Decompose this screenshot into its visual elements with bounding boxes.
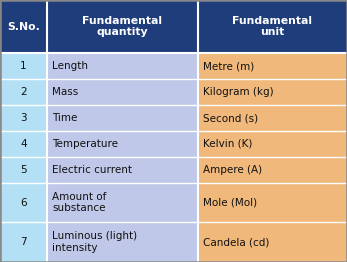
Bar: [47, 222, 198, 262]
Text: 1: 1: [20, 61, 27, 71]
Text: Time: Time: [52, 113, 77, 123]
Bar: [47, 53, 198, 79]
Bar: [0, 183, 47, 222]
Bar: [47, 183, 198, 222]
Bar: [47, 105, 198, 131]
Text: Kelvin (K): Kelvin (K): [203, 139, 252, 149]
Bar: [47, 131, 198, 157]
Bar: [0, 157, 47, 183]
Bar: [47, 0, 198, 53]
Text: 7: 7: [20, 237, 27, 247]
Bar: [198, 105, 347, 131]
Text: 2: 2: [20, 87, 27, 97]
Bar: [198, 222, 347, 262]
Text: 3: 3: [20, 113, 27, 123]
Text: Fundamental
unit: Fundamental unit: [232, 16, 312, 37]
Text: Mole (Mol): Mole (Mol): [203, 198, 257, 208]
Text: S.No.: S.No.: [7, 21, 40, 32]
Bar: [0, 222, 47, 262]
Bar: [198, 183, 347, 222]
Text: Electric current: Electric current: [52, 165, 132, 175]
Text: 4: 4: [20, 139, 27, 149]
Text: Ampere (A): Ampere (A): [203, 165, 262, 175]
Text: 5: 5: [20, 165, 27, 175]
Bar: [198, 0, 347, 53]
Text: Amount of
substance: Amount of substance: [52, 192, 107, 214]
Bar: [47, 157, 198, 183]
Bar: [0, 53, 47, 79]
Bar: [198, 157, 347, 183]
Text: Candela (cd): Candela (cd): [203, 237, 269, 247]
Bar: [198, 53, 347, 79]
Text: 6: 6: [20, 198, 27, 208]
Bar: [0, 79, 47, 105]
Text: Metre (m): Metre (m): [203, 61, 254, 71]
Text: Second (s): Second (s): [203, 113, 258, 123]
Text: Luminous (light)
intensity: Luminous (light) intensity: [52, 231, 137, 253]
Bar: [198, 131, 347, 157]
Text: Temperature: Temperature: [52, 139, 118, 149]
Text: Fundamental
quantity: Fundamental quantity: [82, 16, 162, 37]
Text: Length: Length: [52, 61, 88, 71]
Bar: [0, 0, 47, 53]
Bar: [0, 131, 47, 157]
Text: Kilogram (kg): Kilogram (kg): [203, 87, 274, 97]
Text: Mass: Mass: [52, 87, 78, 97]
Bar: [0, 105, 47, 131]
Bar: [198, 79, 347, 105]
Bar: [47, 79, 198, 105]
